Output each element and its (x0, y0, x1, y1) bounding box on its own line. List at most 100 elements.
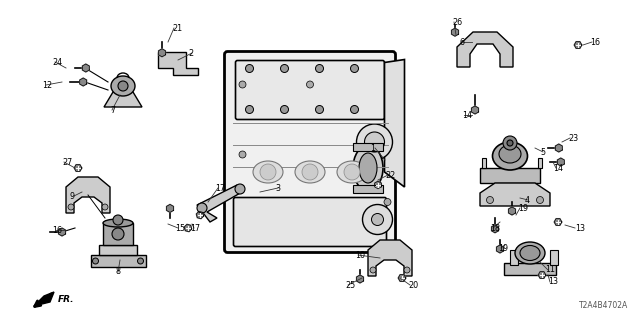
FancyBboxPatch shape (236, 60, 385, 119)
Text: 18: 18 (490, 223, 500, 233)
Polygon shape (480, 183, 550, 206)
Text: 11: 11 (545, 266, 555, 275)
Ellipse shape (337, 161, 367, 183)
Ellipse shape (359, 153, 377, 183)
Circle shape (370, 267, 376, 273)
Circle shape (113, 215, 123, 225)
Circle shape (239, 81, 246, 88)
Polygon shape (557, 158, 564, 166)
Circle shape (351, 65, 358, 73)
Circle shape (316, 65, 323, 73)
Text: 17: 17 (215, 183, 225, 193)
Circle shape (68, 204, 74, 210)
Ellipse shape (103, 219, 133, 227)
Polygon shape (166, 204, 173, 212)
Text: 16: 16 (52, 226, 62, 235)
FancyBboxPatch shape (234, 197, 387, 246)
Circle shape (503, 136, 517, 150)
Polygon shape (452, 28, 458, 36)
Text: 15: 15 (175, 223, 185, 233)
Polygon shape (66, 177, 110, 213)
Circle shape (356, 124, 392, 160)
Bar (510, 250, 518, 265)
Polygon shape (80, 78, 86, 86)
Text: 10: 10 (355, 251, 365, 260)
Polygon shape (497, 245, 504, 253)
Bar (99, 245, 137, 255)
Text: 13: 13 (548, 277, 558, 286)
Circle shape (344, 164, 360, 180)
Text: 27: 27 (62, 157, 72, 166)
Polygon shape (159, 49, 166, 57)
Text: 22: 22 (385, 171, 396, 180)
Text: T2A4B4702A: T2A4B4702A (579, 301, 628, 310)
Text: 12: 12 (42, 81, 52, 90)
Bar (538, 158, 542, 168)
Polygon shape (538, 272, 546, 278)
Polygon shape (556, 144, 563, 152)
Polygon shape (356, 275, 364, 283)
Text: 1: 1 (370, 143, 375, 153)
Ellipse shape (493, 142, 527, 170)
Text: 2: 2 (188, 49, 193, 58)
Polygon shape (197, 185, 242, 222)
Text: 25: 25 (345, 281, 355, 290)
Circle shape (302, 164, 318, 180)
Circle shape (112, 228, 124, 240)
Circle shape (197, 203, 207, 213)
Bar (550, 250, 558, 265)
Ellipse shape (353, 146, 383, 190)
Circle shape (246, 65, 253, 73)
Circle shape (280, 65, 289, 73)
Circle shape (404, 267, 410, 273)
Circle shape (486, 196, 493, 204)
Circle shape (307, 81, 314, 88)
Text: 9: 9 (70, 191, 75, 201)
Polygon shape (184, 224, 192, 232)
Circle shape (365, 132, 385, 152)
Ellipse shape (515, 242, 545, 264)
Circle shape (371, 213, 383, 226)
Circle shape (102, 204, 108, 210)
Polygon shape (368, 240, 412, 276)
Ellipse shape (499, 145, 521, 163)
Ellipse shape (520, 245, 540, 260)
Circle shape (235, 184, 245, 194)
Polygon shape (374, 181, 381, 189)
Polygon shape (58, 228, 65, 236)
Circle shape (507, 140, 513, 146)
Text: 5: 5 (540, 148, 545, 156)
Polygon shape (74, 165, 82, 171)
Circle shape (246, 106, 253, 114)
Circle shape (536, 196, 543, 204)
Circle shape (384, 198, 391, 205)
Ellipse shape (111, 76, 135, 96)
Circle shape (93, 258, 99, 264)
Polygon shape (158, 52, 198, 75)
Circle shape (260, 164, 276, 180)
Bar (90, 255, 145, 267)
Text: 8: 8 (115, 268, 120, 276)
Text: 14: 14 (553, 164, 563, 172)
Text: 13: 13 (575, 223, 585, 233)
Polygon shape (509, 207, 515, 215)
Polygon shape (196, 211, 204, 219)
Text: 16: 16 (590, 37, 600, 46)
Ellipse shape (295, 161, 325, 183)
Bar (480, 168, 540, 183)
Text: 14: 14 (462, 110, 472, 119)
Text: FR.: FR. (58, 294, 74, 303)
Text: 20: 20 (408, 281, 418, 290)
Text: 23: 23 (568, 133, 578, 142)
Polygon shape (457, 32, 513, 67)
Circle shape (362, 204, 392, 235)
Text: 26: 26 (452, 18, 462, 27)
Circle shape (239, 151, 246, 158)
Text: 19: 19 (518, 204, 528, 212)
Polygon shape (385, 60, 404, 187)
Text: 21: 21 (172, 23, 182, 33)
Polygon shape (34, 292, 54, 306)
Polygon shape (554, 219, 562, 225)
Text: 3: 3 (275, 183, 280, 193)
FancyBboxPatch shape (225, 52, 396, 252)
